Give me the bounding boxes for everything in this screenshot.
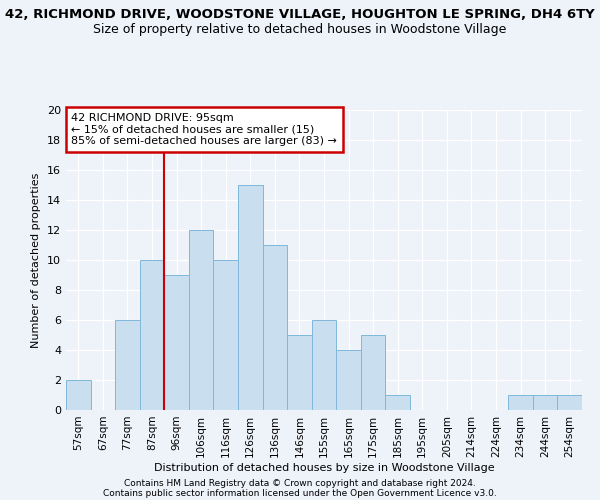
Bar	[140, 260, 164, 410]
Text: Contains HM Land Registry data © Crown copyright and database right 2024.: Contains HM Land Registry data © Crown c…	[124, 478, 476, 488]
Bar	[287, 335, 312, 410]
Bar	[385, 395, 410, 410]
Bar	[115, 320, 140, 410]
Bar	[238, 185, 263, 410]
Bar	[189, 230, 214, 410]
Bar	[557, 395, 582, 410]
Y-axis label: Number of detached properties: Number of detached properties	[31, 172, 41, 348]
Bar	[312, 320, 336, 410]
Bar	[361, 335, 385, 410]
X-axis label: Distribution of detached houses by size in Woodstone Village: Distribution of detached houses by size …	[154, 462, 494, 472]
Bar	[508, 395, 533, 410]
Bar	[336, 350, 361, 410]
Bar	[66, 380, 91, 410]
Bar	[164, 275, 189, 410]
Bar	[533, 395, 557, 410]
Text: Contains public sector information licensed under the Open Government Licence v3: Contains public sector information licen…	[103, 488, 497, 498]
Text: 42 RICHMOND DRIVE: 95sqm
← 15% of detached houses are smaller (15)
85% of semi-d: 42 RICHMOND DRIVE: 95sqm ← 15% of detach…	[71, 113, 337, 146]
Bar	[214, 260, 238, 410]
Bar	[263, 245, 287, 410]
Text: 42, RICHMOND DRIVE, WOODSTONE VILLAGE, HOUGHTON LE SPRING, DH4 6TY: 42, RICHMOND DRIVE, WOODSTONE VILLAGE, H…	[5, 8, 595, 20]
Text: Size of property relative to detached houses in Woodstone Village: Size of property relative to detached ho…	[94, 22, 506, 36]
